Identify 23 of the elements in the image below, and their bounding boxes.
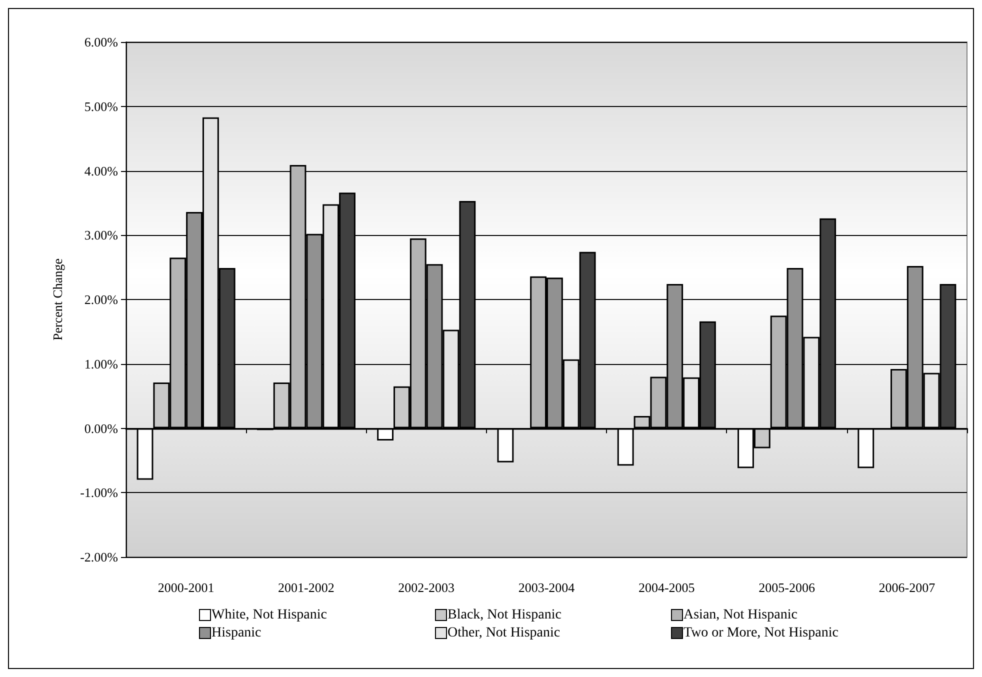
y-tick-label: 2.00% [84, 292, 118, 307]
y-tick-label: -2.00% [80, 550, 118, 564]
y-tick-label: 5.00% [84, 98, 118, 114]
x-tick-label: 2000-2001 [158, 580, 214, 595]
x-tick-label: 2006-2007 [878, 580, 936, 595]
y-tick-label: 0.00% [84, 420, 118, 436]
y-axis-title: Percent Change [50, 258, 65, 340]
y-tick-label: -1.00% [80, 485, 118, 500]
x-tick-label: 2001-2002 [278, 580, 334, 595]
legend-label: Asian, Not Hispanic [684, 608, 798, 622]
x-tick-label: 2003-2004 [518, 580, 576, 595]
legend-label: White, Not Hispanic [212, 608, 327, 622]
x-tick-label: 2002-2003 [398, 580, 455, 595]
y-tick-label: 3.00% [84, 228, 118, 243]
legend-label: Black, Not Hispanic [448, 608, 562, 622]
y-tick-label: 1.00% [84, 356, 118, 372]
y-tick-label: 6.00% [84, 34, 118, 50]
legend-label: Other, Not Hispanic [448, 626, 560, 640]
legend-label: Hispanic [212, 626, 262, 640]
legend-label: Two or More, Not Hispanic [684, 626, 838, 640]
y-tick-label: 4.00% [84, 163, 118, 178]
x-tick-label: 2004-2005 [638, 580, 695, 595]
x-tick-label: 2005-2006 [758, 580, 816, 595]
